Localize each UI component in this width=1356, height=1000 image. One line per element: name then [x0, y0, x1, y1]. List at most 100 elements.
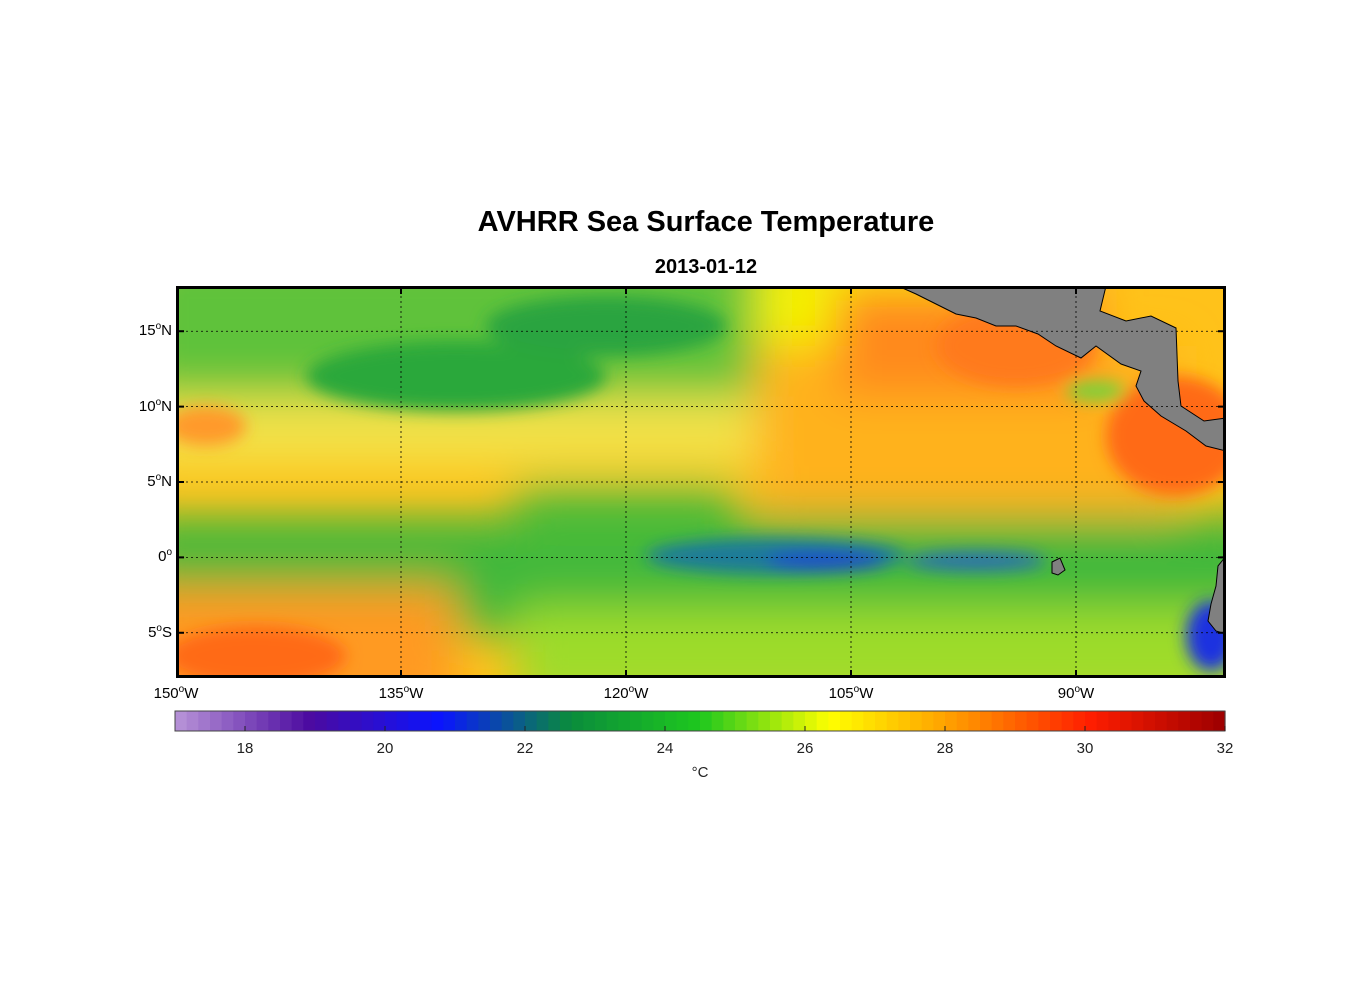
map-gridlines	[176, 286, 1226, 678]
colorbar-segment	[1026, 711, 1039, 731]
colorbar-segment	[490, 711, 503, 731]
colorbar-segment	[408, 711, 421, 731]
colorbar-segment	[303, 711, 316, 731]
colorbar-segment	[396, 711, 409, 731]
colorbar-segment	[665, 711, 678, 731]
colorbar-segment	[420, 711, 433, 731]
colorbar-segment	[676, 711, 689, 731]
colorbar-segment	[175, 711, 188, 731]
sst-map	[176, 286, 1226, 678]
colorbar-segment	[221, 711, 234, 731]
colorbar-segment	[1178, 711, 1191, 731]
colorbar-segment	[1038, 711, 1051, 731]
colorbar-tick-label: 32	[1216, 740, 1234, 757]
colorbar-segment	[571, 711, 584, 731]
colorbar-segment	[641, 711, 654, 731]
colorbar-segment	[373, 711, 386, 731]
colorbar-segment	[840, 711, 853, 731]
colorbar-segment	[898, 711, 911, 731]
colorbar-segment	[233, 711, 246, 731]
colorbar-segment	[653, 711, 666, 731]
colorbar-segment	[1073, 711, 1086, 731]
galapagos-island	[1051, 557, 1066, 576]
colorbar-segment	[816, 711, 829, 731]
sst-field-detail	[176, 296, 1226, 678]
colorbar-segment	[326, 711, 339, 731]
colorbar-segment	[886, 711, 899, 731]
colorbar-segment	[1050, 711, 1063, 731]
colorbar-segment	[1166, 711, 1179, 731]
colorbar-segment	[455, 711, 468, 731]
colorbar-segment	[980, 711, 993, 731]
colorbar-segment	[793, 711, 806, 731]
central-america-land	[897, 286, 1226, 452]
colorbar-segment	[746, 711, 759, 731]
colorbar-segment	[1061, 711, 1074, 731]
colorbar-segment	[618, 711, 631, 731]
colorbar-segment	[1155, 711, 1168, 731]
colorbar-segment	[536, 711, 549, 731]
colorbar-segment	[385, 711, 398, 731]
colorbar-segment	[186, 711, 199, 731]
colorbar-segment	[210, 711, 223, 731]
lat-label: 15oN	[138, 321, 172, 340]
lon-label: 150oW	[153, 684, 199, 702]
lat-label: 10oN	[138, 396, 172, 415]
colorbar-segment	[828, 711, 841, 731]
colorbar-segment	[770, 711, 783, 731]
colorbar-segment	[1143, 711, 1156, 731]
colorbar-segment	[431, 711, 444, 731]
colorbar-segment	[863, 711, 876, 731]
colorbar-segment	[723, 711, 736, 731]
colorbar-segment	[735, 711, 748, 731]
map-ticks	[176, 286, 1226, 678]
colorbar-segment	[245, 711, 258, 731]
colorbar-segment	[560, 711, 573, 731]
colorbar-segment	[921, 711, 934, 731]
colorbar-segment	[1096, 711, 1109, 731]
colorbar-segment	[525, 711, 538, 731]
colorbar-segment	[700, 711, 713, 731]
colorbar-segment	[256, 711, 269, 731]
map-border	[176, 286, 1226, 678]
colorbar-tick-label: 18	[236, 740, 254, 757]
colorbar-tick-label: 26	[796, 740, 814, 757]
colorbar-segment	[875, 711, 888, 731]
colorbar-segment	[501, 711, 514, 731]
colorbar-segment	[688, 711, 701, 731]
colorbar-tick-label: 30	[1076, 740, 1094, 757]
colorbar-segment	[1190, 711, 1203, 731]
map-subtitle: 2013-01-12	[654, 256, 758, 278]
colorbar-segment	[1120, 711, 1133, 731]
colorbar-segment	[315, 711, 328, 731]
colorbar-segment	[1131, 711, 1144, 731]
colorbar-segment	[595, 711, 608, 731]
lon-label: 120oW	[603, 684, 649, 702]
colorbar-segment	[956, 711, 969, 731]
lat-label: 0o	[158, 547, 172, 566]
colorbar-segment	[350, 711, 363, 731]
colorbar-segment	[583, 711, 596, 731]
colorbar-segment	[361, 711, 374, 731]
colorbar-segment	[945, 711, 958, 731]
colorbar-segment	[268, 711, 281, 731]
colorbar-segment	[711, 711, 724, 731]
lat-label: 5oS	[148, 622, 172, 641]
colorbar-segment	[781, 711, 794, 731]
colorbar-segment	[968, 711, 981, 731]
colorbar-segment	[291, 711, 304, 731]
colorbar-segment	[1108, 711, 1121, 731]
colorbar-segment	[758, 711, 771, 731]
lon-label: 135oW	[378, 684, 424, 702]
colorbar-segment	[805, 711, 818, 731]
colorbar-segment	[466, 711, 479, 731]
colorbar	[174, 710, 1226, 732]
colorbar-segment	[991, 711, 1004, 731]
colorbar-segment	[198, 711, 211, 731]
colorbar-segment	[1015, 711, 1028, 731]
lon-label: 90oW	[1057, 684, 1095, 702]
colorbar-segment	[280, 711, 293, 731]
lat-label: 5oN	[147, 472, 172, 490]
colorbar-tick-label: 20	[376, 740, 394, 757]
colorbar-tick-label: 28	[936, 740, 954, 757]
